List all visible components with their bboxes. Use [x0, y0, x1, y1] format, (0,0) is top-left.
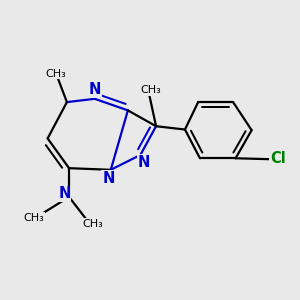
- Text: CH₃: CH₃: [45, 69, 66, 79]
- Text: N: N: [58, 186, 71, 201]
- Text: CH₃: CH₃: [82, 219, 103, 229]
- Text: N: N: [88, 82, 101, 98]
- Text: N: N: [102, 171, 115, 186]
- Text: CH₃: CH₃: [24, 213, 44, 223]
- Text: N: N: [138, 155, 150, 170]
- Text: CH₃: CH₃: [140, 85, 161, 95]
- Text: Cl: Cl: [270, 151, 286, 166]
